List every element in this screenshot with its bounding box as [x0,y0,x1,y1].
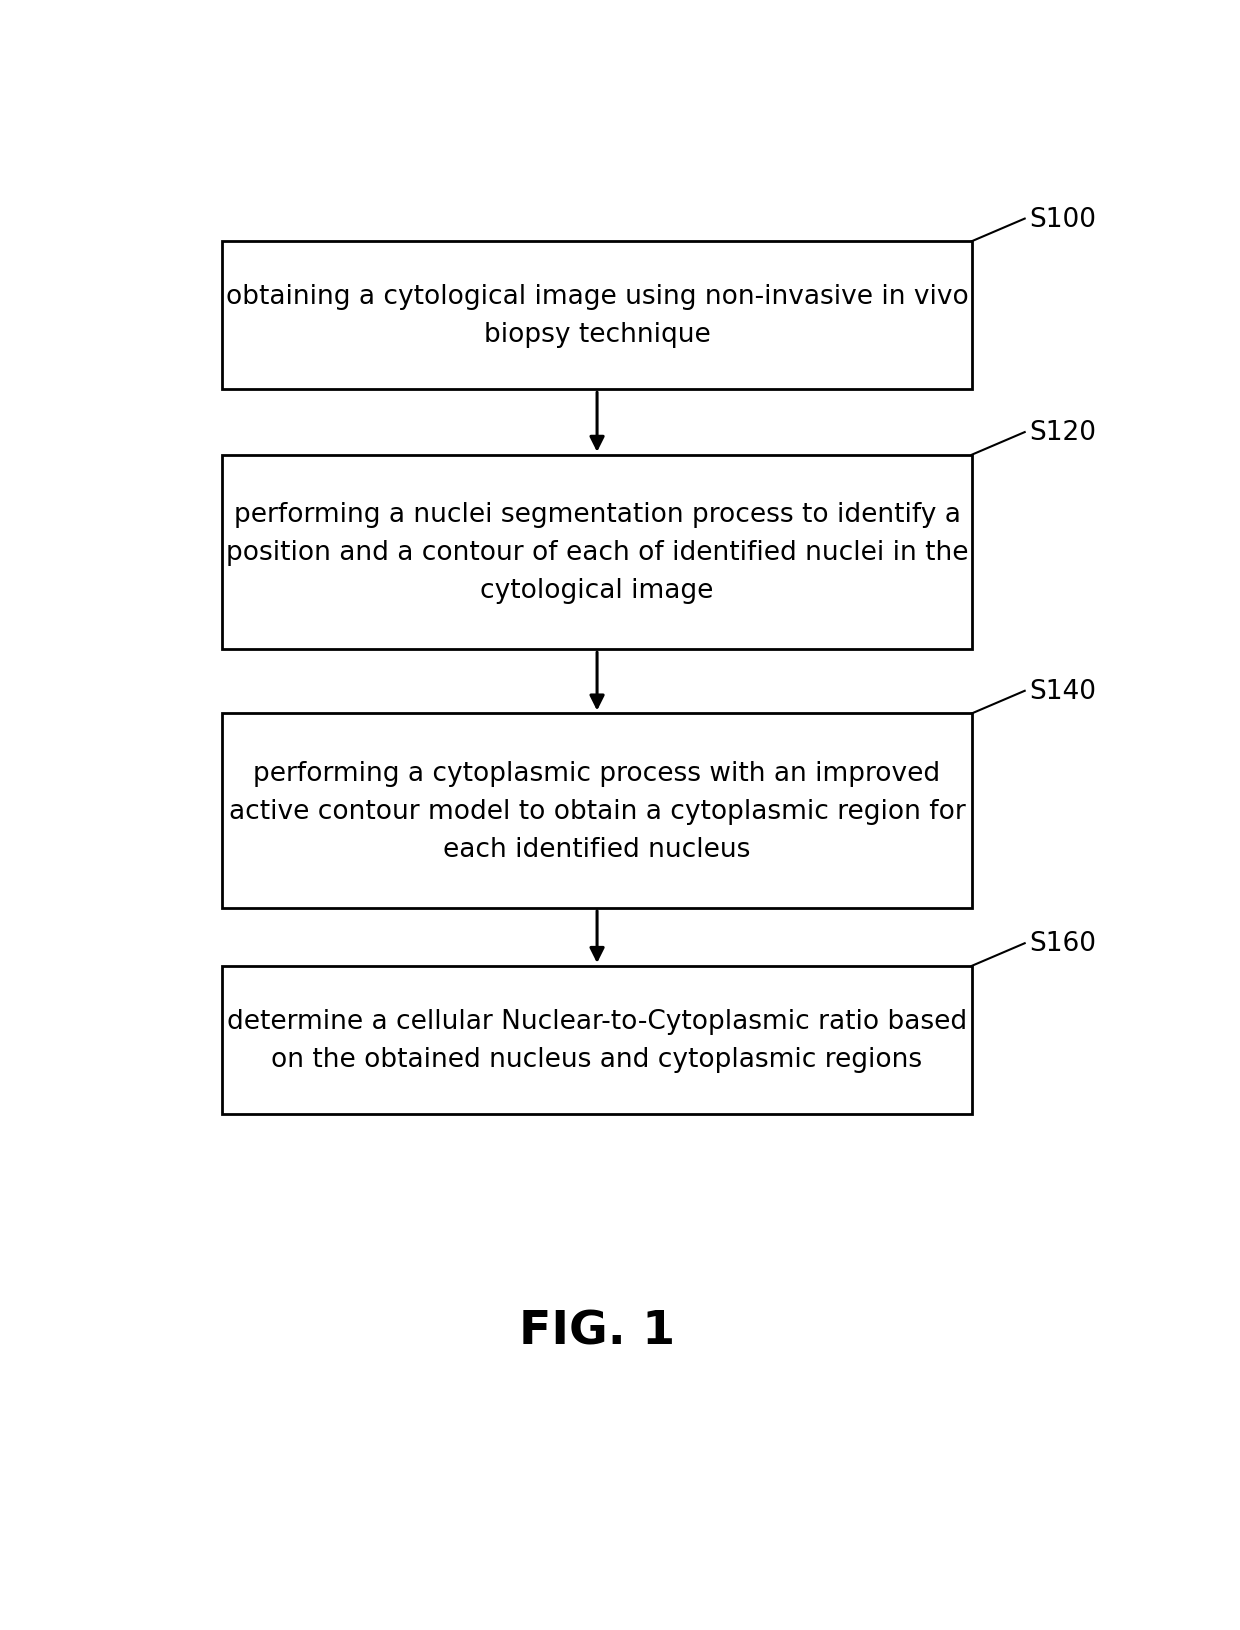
Text: S120: S120 [1029,421,1096,447]
FancyBboxPatch shape [222,714,972,908]
Text: determine a cellular Nuclear-to-Cytoplasmic ratio based
on the obtained nucleus : determine a cellular Nuclear-to-Cytoplas… [227,1009,967,1073]
Text: S100: S100 [1029,207,1096,233]
Text: FIG. 1: FIG. 1 [520,1309,675,1355]
FancyBboxPatch shape [222,455,972,650]
Text: obtaining a cytological image using non-invasive in vivo
biopsy technique: obtaining a cytological image using non-… [226,284,968,349]
FancyBboxPatch shape [222,241,972,390]
Text: S160: S160 [1029,931,1096,957]
Text: performing a nuclei segmentation process to identify a
position and a contour of: performing a nuclei segmentation process… [226,502,968,603]
Text: performing a cytoplasmic process with an improved
active contour model to obtain: performing a cytoplasmic process with an… [228,760,966,862]
FancyBboxPatch shape [222,967,972,1115]
Text: S140: S140 [1029,678,1096,704]
